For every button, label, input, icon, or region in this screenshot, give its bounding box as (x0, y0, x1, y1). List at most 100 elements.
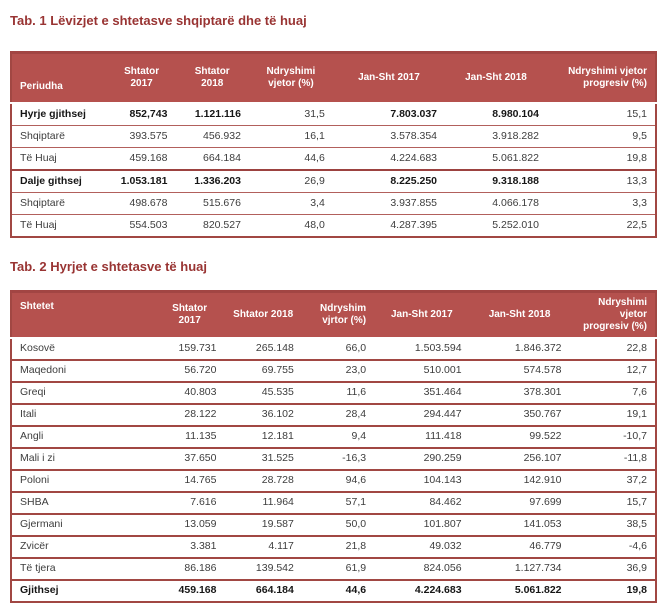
row-label: SHBA (11, 491, 155, 515)
value-cell: 3.381 (154, 535, 225, 559)
row-label: Itali (11, 403, 155, 427)
value-cell: 44,6 (248, 147, 333, 170)
value-cell: 94,6 (301, 469, 375, 493)
value-cell: 3.918.282 (445, 125, 547, 148)
value-cell: 3.578.354 (332, 125, 446, 148)
column-header: Jan-Sht 2018 (445, 51, 547, 104)
value-cell: 1.503.594 (374, 337, 470, 361)
table1-header: Periudha Shtator 2017 Shtator 2018 Ndryshim… (11, 51, 656, 104)
value-cell: 1.121.116 (175, 101, 249, 126)
value-cell: 61,9 (301, 557, 375, 581)
value-cell: 1.053.181 (107, 168, 176, 193)
value-cell: 824.056 (374, 557, 470, 581)
value-cell: 40.803 (154, 381, 225, 405)
table-row: Gjithsej 459.168 664.184 44,6 4.224.683 5.061… (11, 578, 656, 603)
table-movements-of-citizens: Periudha Shtator 2017 Shtator 2018 Ndryshim… (10, 51, 657, 238)
value-cell: 31,5 (248, 101, 333, 126)
value-cell: 38,5 (569, 513, 656, 537)
value-cell: 45.535 (224, 381, 302, 405)
value-cell: 4.224.683 (332, 147, 446, 170)
value-cell: 26,9 (248, 168, 333, 193)
column-header: Shtator 2017 (154, 289, 225, 339)
table2-header: Shtetet Shtator 2017 Shtator 2018 Ndryshim … (11, 289, 656, 339)
value-cell: 97.699 (469, 491, 570, 515)
value-cell: 820.527 (175, 214, 249, 237)
value-cell: 378.301 (469, 381, 570, 405)
value-cell: 37,2 (569, 469, 656, 493)
column-header: Jan-Sht 2017 (332, 51, 446, 104)
value-cell: 44,6 (301, 578, 375, 603)
value-cell: 50,0 (301, 513, 375, 537)
value-cell: 5.252.010 (445, 214, 547, 237)
value-cell: -16,3 (301, 447, 375, 471)
column-header: Periudha (11, 51, 108, 104)
value-cell: 23,0 (301, 359, 375, 383)
table-row: Shqiptarë 498.678 515.676 3,4 3.937.855 4.066… (11, 192, 656, 215)
value-cell: 852,743 (107, 101, 176, 126)
value-cell: 66,0 (301, 337, 375, 361)
table-row: Shqiptarë 393.575 456.932 16,1 3.578.354 3.91… (11, 125, 656, 148)
value-cell: 22,8 (569, 337, 656, 361)
table2-title: Tab. 2 Hyrjet e shtetasve të huaj (10, 258, 207, 274)
value-cell: 56.720 (154, 359, 225, 383)
value-cell: 15,1 (546, 101, 656, 126)
value-cell: 664.184 (175, 147, 249, 170)
value-cell: 9,4 (301, 425, 375, 449)
value-cell: 510.001 (374, 359, 470, 383)
table-row: Zvicër 3.381 4.117 21,8 49.032 46.779 -4,6 (11, 535, 656, 559)
row-label: Angli (11, 425, 155, 449)
value-cell: 294.447 (374, 403, 470, 427)
row-label: Shqiptarë (11, 125, 108, 148)
column-header: Jan-Sht 2018 (469, 289, 570, 339)
value-cell: 265.148 (224, 337, 302, 361)
row-label: Kosovë (11, 337, 155, 361)
value-cell: 7.616 (154, 491, 225, 515)
value-cell: 4.287.395 (332, 214, 446, 237)
value-cell: 5.061.822 (469, 578, 570, 603)
value-cell: 142.910 (469, 469, 570, 493)
value-cell: 498.678 (107, 192, 176, 215)
value-cell: 36,9 (569, 557, 656, 581)
value-cell: -11,8 (569, 447, 656, 471)
table-row: Kosovë 159.731 265.148 66,0 1.503.594 1.846.3… (11, 337, 656, 361)
value-cell: 256.107 (469, 447, 570, 471)
value-cell: 3,4 (248, 192, 333, 215)
value-cell: 456.932 (175, 125, 249, 148)
value-cell: 104.143 (374, 469, 470, 493)
value-cell: 459.168 (154, 578, 225, 603)
table-row: Të Huaj 554.503 820.527 48,0 4.287.395 5.252.… (11, 214, 656, 237)
value-cell: 8.980.104 (445, 101, 547, 126)
column-header: Ndryshim vjrtor (%) (301, 289, 375, 339)
value-cell: 1.127.734 (469, 557, 570, 581)
row-label: Hyrje gjithsej (11, 101, 108, 126)
value-cell: 16,1 (248, 125, 333, 148)
column-header: Ndryshimi vjetor progresiv (%) (569, 289, 656, 339)
value-cell: 86.186 (154, 557, 225, 581)
value-cell: 84.462 (374, 491, 470, 515)
table-row: Gjermani 13.059 19.587 50,0 101.807 141.053 38… (11, 513, 656, 537)
value-cell: 57,1 (301, 491, 375, 515)
table-row: Të Huaj 459.168 664.184 44,6 4.224.683 5.061.… (11, 147, 656, 170)
value-cell: -10,7 (569, 425, 656, 449)
value-cell: 46.779 (469, 535, 570, 559)
value-cell: 1.336.203 (175, 168, 249, 193)
value-cell: 19.587 (224, 513, 302, 537)
value-cell: 554.503 (107, 214, 176, 237)
value-cell: 393.575 (107, 125, 176, 148)
value-cell: 664.184 (224, 578, 302, 603)
value-cell: 15,7 (569, 491, 656, 515)
value-cell: 111.418 (374, 425, 470, 449)
table1-title: Tab. 1 Lëvizjet e shtetasve shqiptarë dh… (10, 13, 307, 28)
value-cell: 69.755 (224, 359, 302, 383)
value-cell: 515.676 (175, 192, 249, 215)
value-cell: 141.053 (469, 513, 570, 537)
value-cell: 12.181 (224, 425, 302, 449)
table1-body: Hyrje gjithsej 852,743 1.121.116 31,5 7.803.… (11, 101, 656, 237)
value-cell: 19,8 (546, 147, 656, 170)
value-cell: 48,0 (248, 214, 333, 237)
column-header: Shtetet (11, 289, 155, 339)
value-cell: 49.032 (374, 535, 470, 559)
value-cell: 7,6 (569, 381, 656, 405)
value-cell: 11.964 (224, 491, 302, 515)
